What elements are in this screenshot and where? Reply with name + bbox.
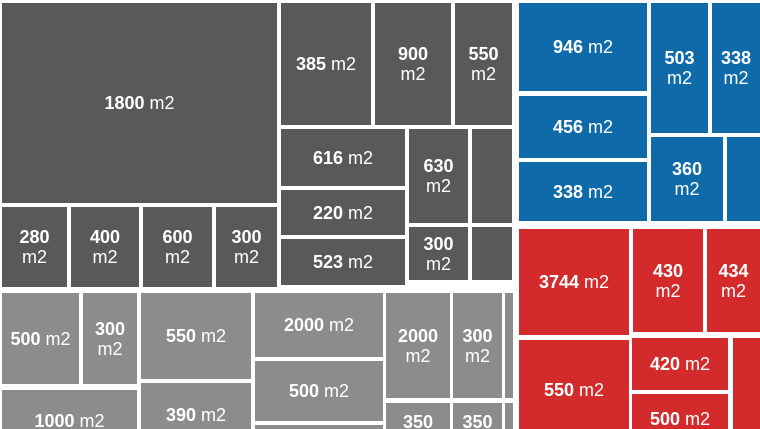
treemap-cell-dark-gray-220-m2[interactable]: 220 m2 (281, 190, 405, 235)
treemap-cell-dark-gray-400-m2[interactable]: 400 m2 (71, 207, 139, 287)
cell-label-line: m2 (720, 280, 746, 301)
treemap-cell-dark-gray-1800-m2[interactable]: 1800 m2 (2, 3, 277, 203)
treemap-cell-light-gray-unlabeled-10[interactable] (505, 293, 513, 398)
cell-label-line: 456 m2 (552, 117, 614, 137)
treemap-cell-blue-503-m2[interactable]: 503 m2 (651, 3, 708, 133)
cell-label-line: 3744 m2 (538, 272, 610, 292)
treemap-cell-dark-gray-616-m2[interactable]: 616 m2 (281, 129, 405, 186)
cell-label-line: 1000 m2 (34, 411, 105, 429)
cell-label-line: 550 (468, 44, 499, 64)
cell-label-line: 500 m2 (649, 409, 711, 429)
treemap-cell-blue-338-m2[interactable]: 338 m2 (712, 3, 760, 133)
treemap-cell-light-gray-390-m2[interactable]: 390 m2 (141, 383, 251, 429)
cell-label-line: m2 (674, 179, 700, 199)
treemap-cell-dark-gray-385-m2[interactable]: 385 m2 (281, 3, 371, 125)
cell-label-line: 523 m2 (312, 252, 374, 272)
cell-label-line: m2 (400, 64, 426, 84)
cell-label-line: m2 (655, 280, 681, 301)
treemap-cell-light-gray-unlabeled-13[interactable] (505, 403, 513, 429)
cell-label-line: 2000 (397, 325, 439, 346)
treemap-cell-red-unlabeled-6[interactable] (733, 338, 760, 429)
cell-label-line: 400 (89, 227, 121, 247)
treemap-cell-dark-gray-unlabeled-14[interactable] (472, 227, 512, 280)
treemap-cell-red-550-m2[interactable]: 550 m2 (519, 340, 629, 429)
treemap-cell-light-gray-1000-m2[interactable]: 1000 m2 (2, 390, 137, 429)
cell-label-line: m2 (97, 338, 123, 359)
treemap-cell-light-gray-500-m2[interactable]: 500 m2 (255, 361, 383, 421)
cell-label-line: 280 (19, 227, 50, 247)
cell-label-line: 616 m2 (312, 147, 374, 168)
cell-label-line: m2 (425, 253, 451, 274)
cell-label-line: m2 (425, 176, 451, 196)
treemap-cell-light-gray-unlabeled-7[interactable] (255, 425, 383, 429)
treemap-cell-dark-gray-unlabeled-12[interactable] (472, 129, 512, 223)
cell-label-line: 350 (402, 411, 434, 429)
treemap-cell-blue-360-m2[interactable]: 360 m2 (651, 137, 723, 221)
cell-label-line: m2 (164, 247, 190, 267)
cell-label-line: m2 (666, 68, 692, 88)
cell-label-line: 630 (423, 156, 454, 176)
cell-label-line: 300 (423, 233, 454, 254)
cell-label-line: 385 m2 (295, 54, 357, 74)
treemap-cell-red-420-m2[interactable]: 420 m2 (632, 338, 728, 390)
treemap-cell-light-gray-350-m2[interactable]: 350m2 (386, 403, 450, 429)
cell-label-line: 300 (462, 325, 493, 346)
cell-label-line: m2 (470, 64, 496, 84)
cell-label-line: m2 (464, 345, 490, 366)
treemap-cell-red-430-m2[interactable]: 430 m2 (633, 229, 703, 332)
cell-label-line: 430 (652, 260, 684, 281)
treemap-cell-dark-gray-630-m2[interactable]: 630 m2 (409, 129, 468, 223)
cell-label-line: 550 m2 (543, 380, 605, 400)
cell-label-line: 338 (720, 48, 752, 68)
treemap-cell-light-gray-2000-m2[interactable]: 2000 m2 (386, 293, 450, 398)
treemap-cell-light-gray-2000-m2[interactable]: 2000 m2 (255, 293, 383, 357)
cell-label-line: 338 m2 (552, 181, 614, 202)
cell-label-line: 220 m2 (312, 202, 374, 223)
treemap-cell-light-gray-350-m2[interactable]: 350m2 (453, 403, 502, 429)
treemap-cell-dark-gray-600-m2[interactable]: 600 m2 (143, 207, 212, 287)
treemap-cell-blue-unlabeled-6[interactable] (727, 137, 760, 221)
treemap-cell-dark-gray-300-m2[interactable]: 300 m2 (216, 207, 277, 287)
cell-label-line: 500 m2 (10, 328, 71, 349)
treemap-cell-blue-456-m2[interactable]: 456 m2 (519, 96, 647, 158)
cell-label-line: 503 (664, 48, 695, 68)
treemap-cell-light-gray-550-m2[interactable]: 550 m2 (141, 293, 251, 379)
cell-label-line: m2 (233, 247, 259, 267)
cell-label-line: m2 (92, 247, 118, 267)
cell-label-line: 434 (718, 260, 749, 281)
cell-label-line: 946 m2 (552, 37, 614, 57)
treemap-cell-light-gray-300-m2[interactable]: 300 m2 (83, 293, 137, 384)
treemap-cell-light-gray-500-m2[interactable]: 500 m2 (2, 293, 79, 384)
cell-label-line: m2 (723, 68, 749, 88)
treemap-cell-light-gray-300-m2[interactable]: 300 m2 (453, 293, 502, 398)
treemap-cell-red-434-m2[interactable]: 434 m2 (707, 229, 760, 332)
treemap-cell-red-3744-m2[interactable]: 3744 m2 (519, 229, 629, 335)
treemap-cell-blue-946-m2[interactable]: 946 m2 (519, 3, 647, 91)
cell-label-line: 300 (231, 227, 262, 247)
cell-label-line: 360 (671, 159, 703, 179)
treemap-cell-dark-gray-900-m2[interactable]: 900 m2 (375, 3, 451, 125)
treemap-cell-blue-338-m2[interactable]: 338 m2 (519, 162, 647, 221)
cell-label-line: 420 m2 (649, 354, 711, 374)
cell-label-line: 600 (162, 227, 193, 247)
treemap-cell-dark-gray-523-m2[interactable]: 523 m2 (281, 239, 405, 285)
cell-label-line: 2000 m2 (283, 315, 355, 335)
cell-label-line: 900 (397, 44, 429, 64)
treemap-cell-dark-gray-280-m2[interactable]: 280 m2 (2, 207, 67, 287)
cell-label-line: 350 (462, 411, 493, 429)
cell-label-line: 300 (94, 318, 126, 339)
cell-label-line: 500 m2 (288, 381, 350, 401)
treemap-cell-red-500-m2[interactable]: 500 m2 (632, 394, 728, 429)
cell-label-line: 390 m2 (165, 405, 227, 425)
cell-label-line: m2 (405, 345, 431, 366)
cell-label-line: 1800 m2 (104, 93, 175, 113)
cell-label-line: m2 (21, 247, 47, 267)
treemap-cell-dark-gray-300-m2[interactable]: 300 m2 (409, 227, 468, 280)
treemap-cell-dark-gray-550-m2[interactable]: 550 m2 (455, 3, 512, 125)
cell-label-line: 550 m2 (165, 326, 227, 346)
